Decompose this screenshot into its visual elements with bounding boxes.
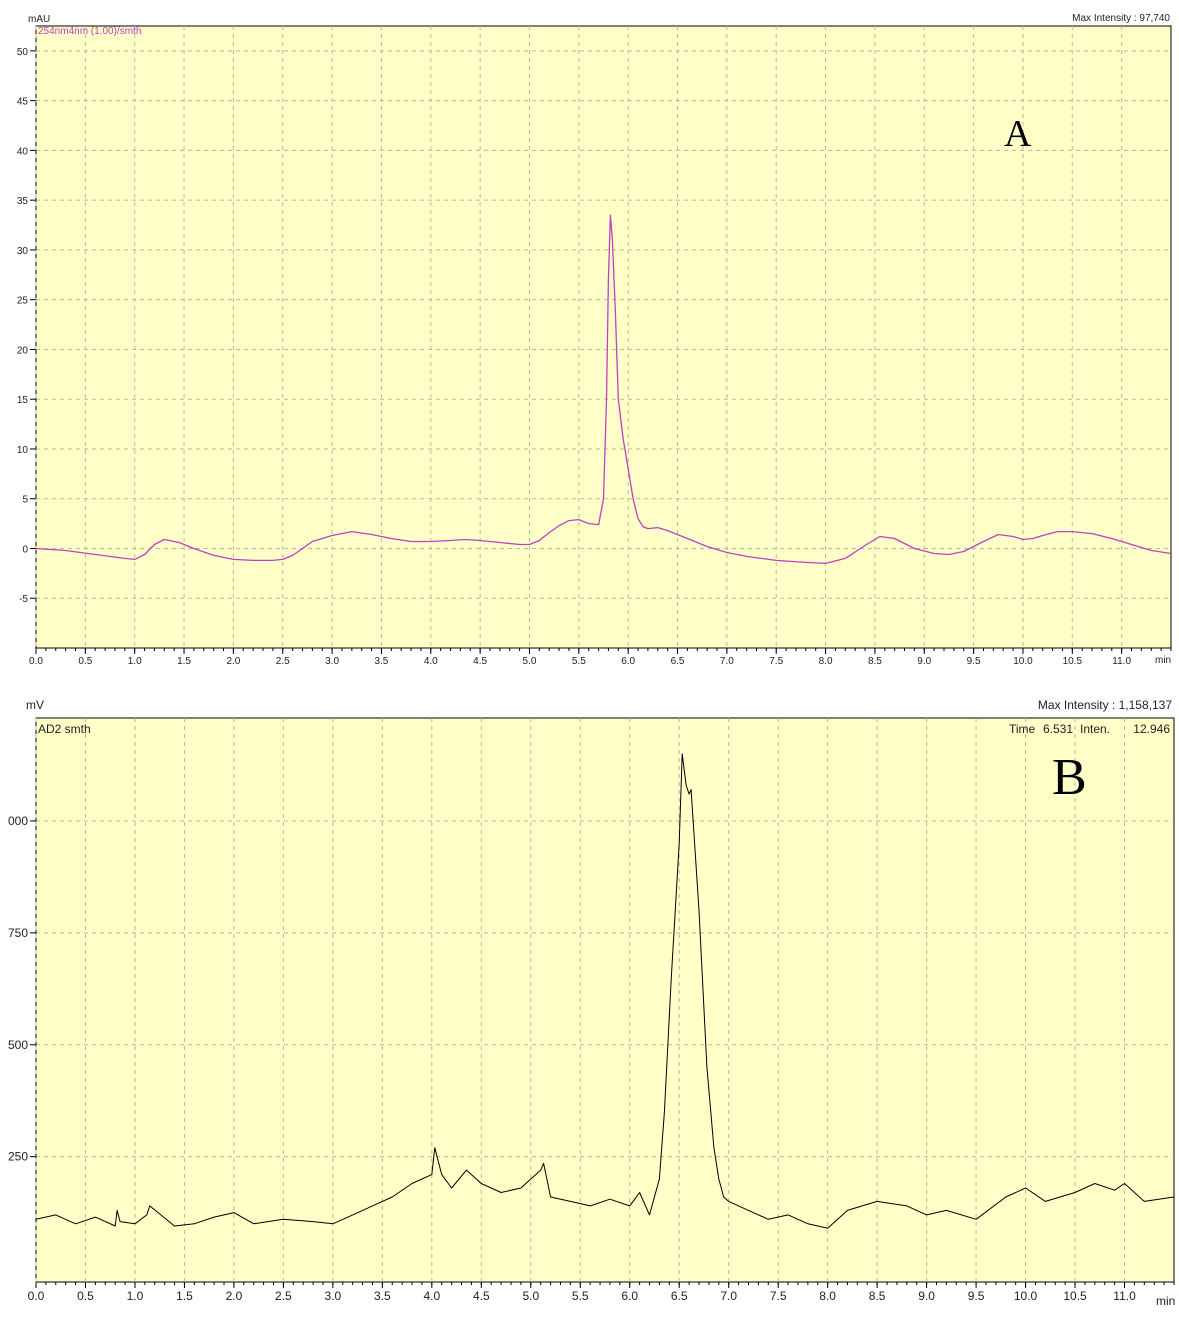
- chart-b-x-tick-label: 1.0: [127, 1289, 144, 1303]
- chart-a-y-tick-label: 15: [17, 395, 29, 406]
- chart-b-cursor-time: 6.531: [1043, 722, 1074, 736]
- chart-a-x-tick-label: 8.5: [868, 656, 882, 667]
- chart-b-x-tick-label: 1.5: [176, 1289, 193, 1303]
- chart-a-y-tick-label: -5: [19, 594, 28, 605]
- chart-b-x-tick-label: 7.5: [770, 1289, 787, 1303]
- chart-b-x-tick-label: 6.5: [671, 1289, 688, 1303]
- chart-b-unit-label: mV: [26, 698, 44, 712]
- chart-b-x-tick-label: 4.5: [473, 1289, 490, 1303]
- chart-b-x-tick-label: 9.5: [968, 1289, 985, 1303]
- chart-a-x-tick-label: 2.5: [276, 656, 290, 667]
- chart-b-panel-letter: B: [1052, 749, 1087, 806]
- chart-b-x-tick-label: 8.0: [819, 1289, 836, 1303]
- chart-b-x-tick-label: 11.0: [1113, 1289, 1136, 1303]
- chart-a-x-tick-label: 6.5: [671, 656, 685, 667]
- chart-a-x-tick-label: 0.0: [29, 656, 43, 667]
- chart-b-series-line: [35, 753, 1175, 1229]
- chart-a-y-tick-label: 0: [22, 544, 28, 555]
- chart-a-plot-area: [35, 25, 1172, 649]
- chart-b-canvas: 0.0 0.5 1.0 1.5 2.0 2.5 3.0 3.5 4.0 4.5 5.0 5.5 6.0 6…: [8, 717, 1175, 1303]
- chart-b-x-tick-label: 2.5: [275, 1289, 292, 1303]
- chart-b-cursor-inten-label: Inten.: [1080, 722, 1111, 736]
- chart-b-y-tick-label: 750: [8, 926, 28, 940]
- chart-a-x-tick-label: 6.0: [621, 656, 635, 667]
- chart-a-x-tick-label: 9.0: [917, 656, 931, 667]
- chart-b-x-tick-label: 0.5: [77, 1289, 94, 1303]
- chart-a-y-tick-label: 20: [17, 345, 29, 356]
- chart-a-y-tick-label: 5: [22, 495, 28, 506]
- chart-b-x-unit: min: [1156, 1294, 1176, 1308]
- chart-a-panel-letter: A: [1004, 113, 1032, 155]
- chart-a-y-tick-label: 30: [17, 246, 29, 257]
- chart-a-x-tick-label: 5.5: [572, 656, 586, 667]
- chart-a-x-tick-label: 7.5: [769, 656, 783, 667]
- chart-a-unit-label: mAU: [28, 14, 51, 25]
- chart-a-x-tick-label: 9.5: [967, 656, 981, 667]
- chart-a-series-line: [35, 214, 1172, 565]
- chart-b-y-tick-label: 250: [8, 1150, 28, 1164]
- chart-b-trace-label: AD2 smth: [38, 722, 91, 736]
- chart-a-y-tick-label: 50: [17, 47, 29, 58]
- chart-b-x-tick-label: 10.0: [1014, 1289, 1038, 1303]
- chart-b-x-tick-label: 0.0: [28, 1289, 45, 1303]
- chart-a-x-unit: min: [1155, 655, 1172, 666]
- chart-a-trace-label: 254nm4nm (1.00)/smth: [38, 26, 142, 37]
- chart-b-x-tick-label: 6.0: [621, 1289, 638, 1303]
- chart-b-x-tick-label: 10.5: [1063, 1289, 1087, 1303]
- chart-a-y-tick-label: 35: [17, 196, 29, 207]
- chart-b-y-tick-label: 500: [8, 1038, 28, 1052]
- chart-a-y-tick-label: 10: [17, 445, 29, 456]
- chart-a-x-tick-label: 2.0: [226, 656, 240, 667]
- chart-a-x-tick-label: 1.5: [177, 656, 191, 667]
- chart-a-x-tick-label: 11.0: [1112, 656, 1131, 667]
- chart-b-x-tick-label: 7.0: [720, 1289, 737, 1303]
- chart-a-x-tick-label: 5.0: [523, 656, 537, 667]
- chart-a-x-tick-label: 4.0: [424, 656, 438, 667]
- chart-a-y-tick-label: 25: [17, 296, 29, 307]
- chart-a-x-tick-label: 3.5: [374, 656, 388, 667]
- chart-a-canvas: 0.0 0.5 1.0 1.5 2.0 2.5 3.0 3.5 4.0 4.5 5.0 5.5 6.0 6…: [17, 25, 1172, 667]
- chart-b-x-tick-label: 2.0: [226, 1289, 243, 1303]
- chart-a-x-tick-label: 8.0: [819, 656, 833, 667]
- chart-b-plot-area: [35, 717, 1175, 1283]
- chart-b-y-tick-label: 000: [8, 814, 28, 828]
- chart-a-max-intensity: Max Intensity : 97,740: [1072, 13, 1170, 24]
- chart-b-x-tick-label: 4.0: [423, 1289, 440, 1303]
- chart-a-x-tick-label: 10.5: [1063, 656, 1083, 667]
- chart-a-x-tick-label: 4.5: [473, 656, 487, 667]
- chart-a-x-tick-label: 1.0: [128, 656, 142, 667]
- chart-a-x-tick-label: 7.0: [720, 656, 734, 667]
- chart-a-y-tick-label: 40: [17, 146, 29, 157]
- chart-b-x-tick-label: 5.0: [522, 1289, 539, 1303]
- chromatogram-panel-a: 0.0 0.5 1.0 1.5 2.0 2.5 3.0 3.5 4.0 4.5 5.0 5.5 6.0 6…: [6, 8, 1176, 668]
- chart-b-x-tick-label: 3.0: [325, 1289, 342, 1303]
- chart-a-x-tick-label: 10.0: [1013, 656, 1033, 667]
- chart-a-x-tick-label: 0.5: [78, 656, 92, 667]
- chart-b-cursor-inten: 12.946: [1133, 722, 1170, 736]
- chromatogram-panel-b: 0.0 0.5 1.0 1.5 2.0 2.5 3.0 3.5 4.0 4.5 5.0 5.5 6.0 6…: [6, 690, 1176, 1316]
- chart-a-x-tick-label: 3.0: [325, 656, 339, 667]
- chart-b-x-tick-label: 5.5: [572, 1289, 589, 1303]
- chart-b-x-tick-label: 9.0: [918, 1289, 935, 1303]
- chart-b-x-tick-label: 8.5: [869, 1289, 886, 1303]
- chart-b-cursor-time-label: Time: [1009, 722, 1036, 736]
- chart-a-y-tick-label: 45: [17, 97, 29, 108]
- chart-b-max-intensity: Max Intensity : 1,158,137: [1037, 698, 1172, 712]
- chart-b-x-tick-label: 3.5: [374, 1289, 391, 1303]
